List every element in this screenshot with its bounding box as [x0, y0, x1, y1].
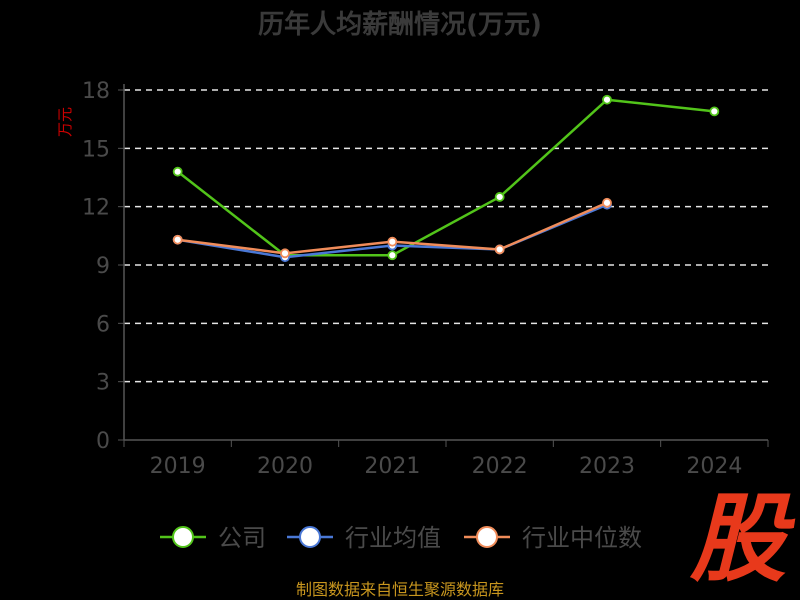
y-tick-label: 9 [96, 254, 110, 279]
source-note: 制图数据来自恒生聚源数据库 [296, 580, 504, 599]
data-point [387, 250, 398, 261]
data-point [280, 248, 290, 259]
watermark-logo: 股 [689, 483, 796, 595]
series-3 [172, 197, 612, 259]
data-point [709, 106, 720, 117]
legend-item[interactable]: 公司 [160, 524, 266, 552]
legend: 公司 行业均值 行业中位数 [160, 524, 642, 552]
x-tick-label: 2023 [579, 454, 635, 479]
chart-title: 历年人均薪酬情况(万元) [258, 9, 542, 40]
data-point [602, 197, 612, 208]
data-point [494, 244, 505, 255]
data-point [172, 234, 183, 245]
y-tick-label: 6 [96, 312, 110, 337]
grid-layer [124, 89, 768, 383]
x-tick-label: 2019 [150, 454, 206, 479]
axis-layer: 0 3 6 9 12 15 18 2019 2020 2021 2022 2023 2024 [82, 79, 769, 479]
y-tick-label: 18 [82, 79, 110, 104]
y-tick-label: 12 [82, 196, 110, 221]
series-layer [172, 94, 720, 263]
x-tick-label: 2021 [364, 454, 420, 479]
data-point [172, 166, 183, 177]
legend-label: 行业中位数 [522, 524, 642, 552]
legend-swatch-marker [172, 526, 194, 548]
series-1 [172, 94, 720, 261]
legend-item[interactable]: 行业均值 [287, 524, 441, 552]
y-tick-label: 0 [96, 429, 110, 454]
data-point [602, 94, 612, 105]
legend-item[interactable]: 行业中位数 [464, 524, 642, 552]
data-point [387, 236, 398, 247]
legend-label: 行业均值 [345, 524, 441, 552]
y-tick-label: 3 [96, 371, 110, 396]
series-line [176, 98, 715, 257]
y-axis-label: 万元 [56, 107, 74, 137]
x-tick-label: 2024 [686, 454, 742, 479]
legend-swatch-marker [476, 526, 498, 548]
y-tick-label: 15 [82, 137, 110, 162]
x-tick-label: 2020 [257, 454, 313, 479]
data-point [494, 192, 505, 202]
legend-label: 公司 [218, 524, 266, 552]
x-tick-label: 2022 [472, 454, 528, 479]
legend-swatch-marker [299, 526, 321, 548]
